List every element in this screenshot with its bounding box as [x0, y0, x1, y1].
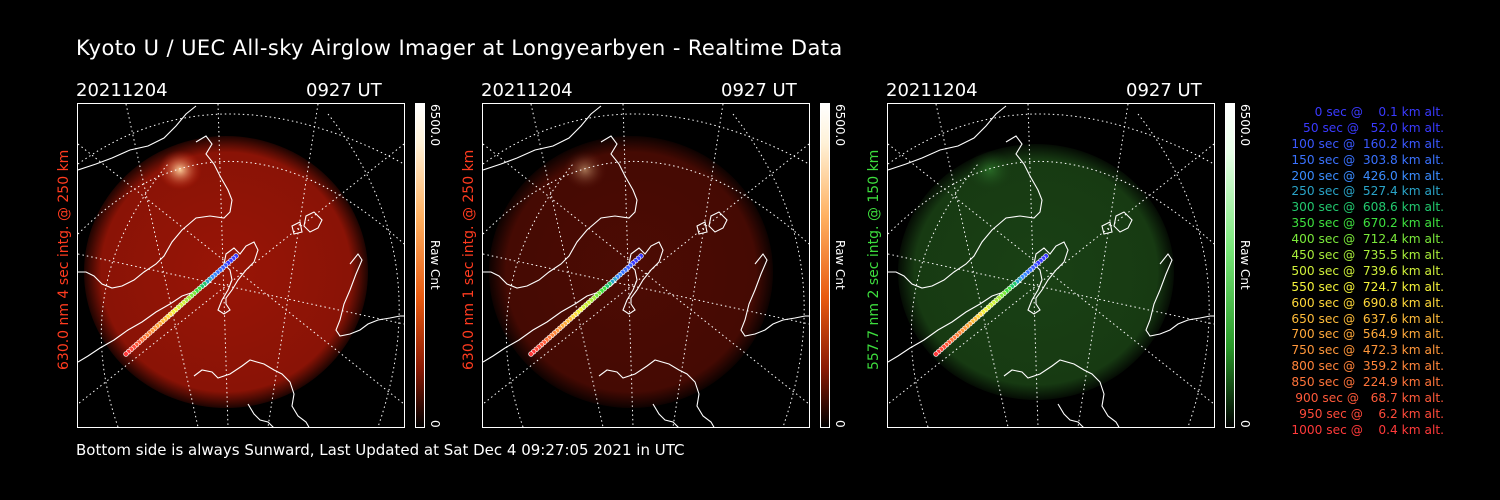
panel-1-colorbar — [415, 103, 425, 428]
panel-3-cbar-max: 6500.0 — [1238, 104, 1252, 146]
panel-1-date: 20211204 — [76, 80, 168, 101]
legend-row: 0 sec @ 0.1 km alt. — [1303, 105, 1444, 119]
legend-row: 950 sec @ 6.2 km alt. — [1295, 406, 1444, 421]
panel-1-sky-image — [77, 103, 405, 428]
legend-row: 750 sec @ 472.3 km alt. — [1287, 343, 1444, 358]
legend-row: 650 sec @ 637.6 km alt. — [1287, 311, 1444, 326]
legend-row: 50 sec @ 52.0 km alt. — [1295, 120, 1444, 135]
lat-lon-grid — [483, 104, 809, 427]
coastlines — [483, 105, 809, 427]
panel-3-colorbar — [1225, 103, 1235, 428]
panel-1-cbar-min: 0 — [428, 420, 442, 428]
page-title: Kyoto U / UEC All-sky Airglow Imager at … — [76, 36, 843, 60]
rocket-trajectory — [123, 253, 239, 357]
legend-row: 900 sec @ 68.7 km alt. — [1291, 391, 1444, 406]
panel-3-time: 0927 UT — [1126, 80, 1202, 101]
legend-row: 500 sec @ 739.6 km alt. — [1287, 263, 1444, 278]
aurora-patch — [968, 150, 1012, 190]
panel-2-sky-image — [482, 103, 810, 428]
sky-map — [888, 104, 1214, 427]
trajectory-legend: 0 sec @ 0.1 km alt. 50 sec @ 52.0 km alt… — [1258, 105, 1444, 439]
legend-row: 600 sec @ 690.8 km alt. — [1287, 295, 1444, 310]
panel-1-cbar-max: 6500.0 — [428, 104, 442, 146]
rocket-trajectory — [933, 253, 1049, 357]
legend-row: 1000 sec @ 0.4 km alt. — [1291, 422, 1444, 437]
legend-row: 700 sec @ 564.9 km alt. — [1287, 327, 1444, 342]
legend-row: 300 sec @ 608.6 km alt. — [1287, 200, 1444, 215]
panel-2-cbar-min: 0 — [833, 420, 847, 428]
panel-3-date: 20211204 — [886, 80, 978, 101]
panel-2-colorbar — [820, 103, 830, 428]
legend-row: 450 sec @ 735.5 km alt. — [1287, 248, 1444, 263]
trajectory-point — [123, 351, 129, 357]
legend-row: 250 sec @ 527.4 km alt. — [1287, 184, 1444, 199]
panel-1-ylabel: 630.0 nm 4 sec intg. @ 250 km — [56, 149, 72, 370]
panel-3-cbar-unit: Raw Cnt — [1238, 240, 1252, 290]
legend-row: 800 sec @ 359.2 km alt. — [1287, 359, 1444, 374]
panel-2-time: 0927 UT — [721, 80, 797, 101]
panel-2-ylabel: 630.0 nm 1 sec intg. @ 250 km — [461, 149, 477, 370]
footer-note: Bottom side is always Sunward, Last Upda… — [76, 441, 685, 459]
legend-row: 150 sec @ 303.8 km alt. — [1287, 152, 1444, 167]
lat-lon-grid — [78, 104, 404, 427]
panel-1-cbar-unit: Raw Cnt — [428, 240, 442, 290]
coastlines — [888, 105, 1214, 427]
trajectory-point — [528, 351, 534, 357]
panel-2-cbar-max: 6500.0 — [833, 104, 847, 146]
legend-row: 100 sec @ 160.2 km alt. — [1287, 136, 1444, 151]
legend-row: 350 sec @ 670.2 km alt. — [1287, 216, 1444, 231]
panel-3-sky-image — [887, 103, 1215, 428]
legend-row: 850 sec @ 224.9 km alt. — [1287, 375, 1444, 390]
lat-lon-grid — [888, 104, 1214, 427]
sky-map — [483, 104, 809, 427]
airglow-disc — [489, 136, 773, 408]
airglow-disc — [898, 144, 1174, 400]
aurora-patch — [563, 150, 607, 190]
legend-row: 400 sec @ 712.4 km alt. — [1287, 232, 1444, 247]
legend-row: 550 sec @ 724.7 km alt. — [1287, 279, 1444, 294]
panel-2-cbar-unit: Raw Cnt — [833, 240, 847, 290]
sky-map — [78, 104, 404, 427]
panel-3-cbar-min: 0 — [1238, 420, 1252, 428]
legend-row: 200 sec @ 426.0 km alt. — [1287, 168, 1444, 183]
aurora-patch — [158, 150, 202, 190]
panel-2-date: 20211204 — [481, 80, 573, 101]
trajectory-point — [933, 351, 939, 357]
rocket-trajectory — [528, 253, 644, 357]
airglow-disc — [84, 136, 368, 408]
panel-1-time: 0927 UT — [306, 80, 382, 101]
coastlines — [78, 105, 404, 427]
panel-3-ylabel: 557.7 nm 2 sec intg. @ 150 km — [866, 149, 882, 370]
